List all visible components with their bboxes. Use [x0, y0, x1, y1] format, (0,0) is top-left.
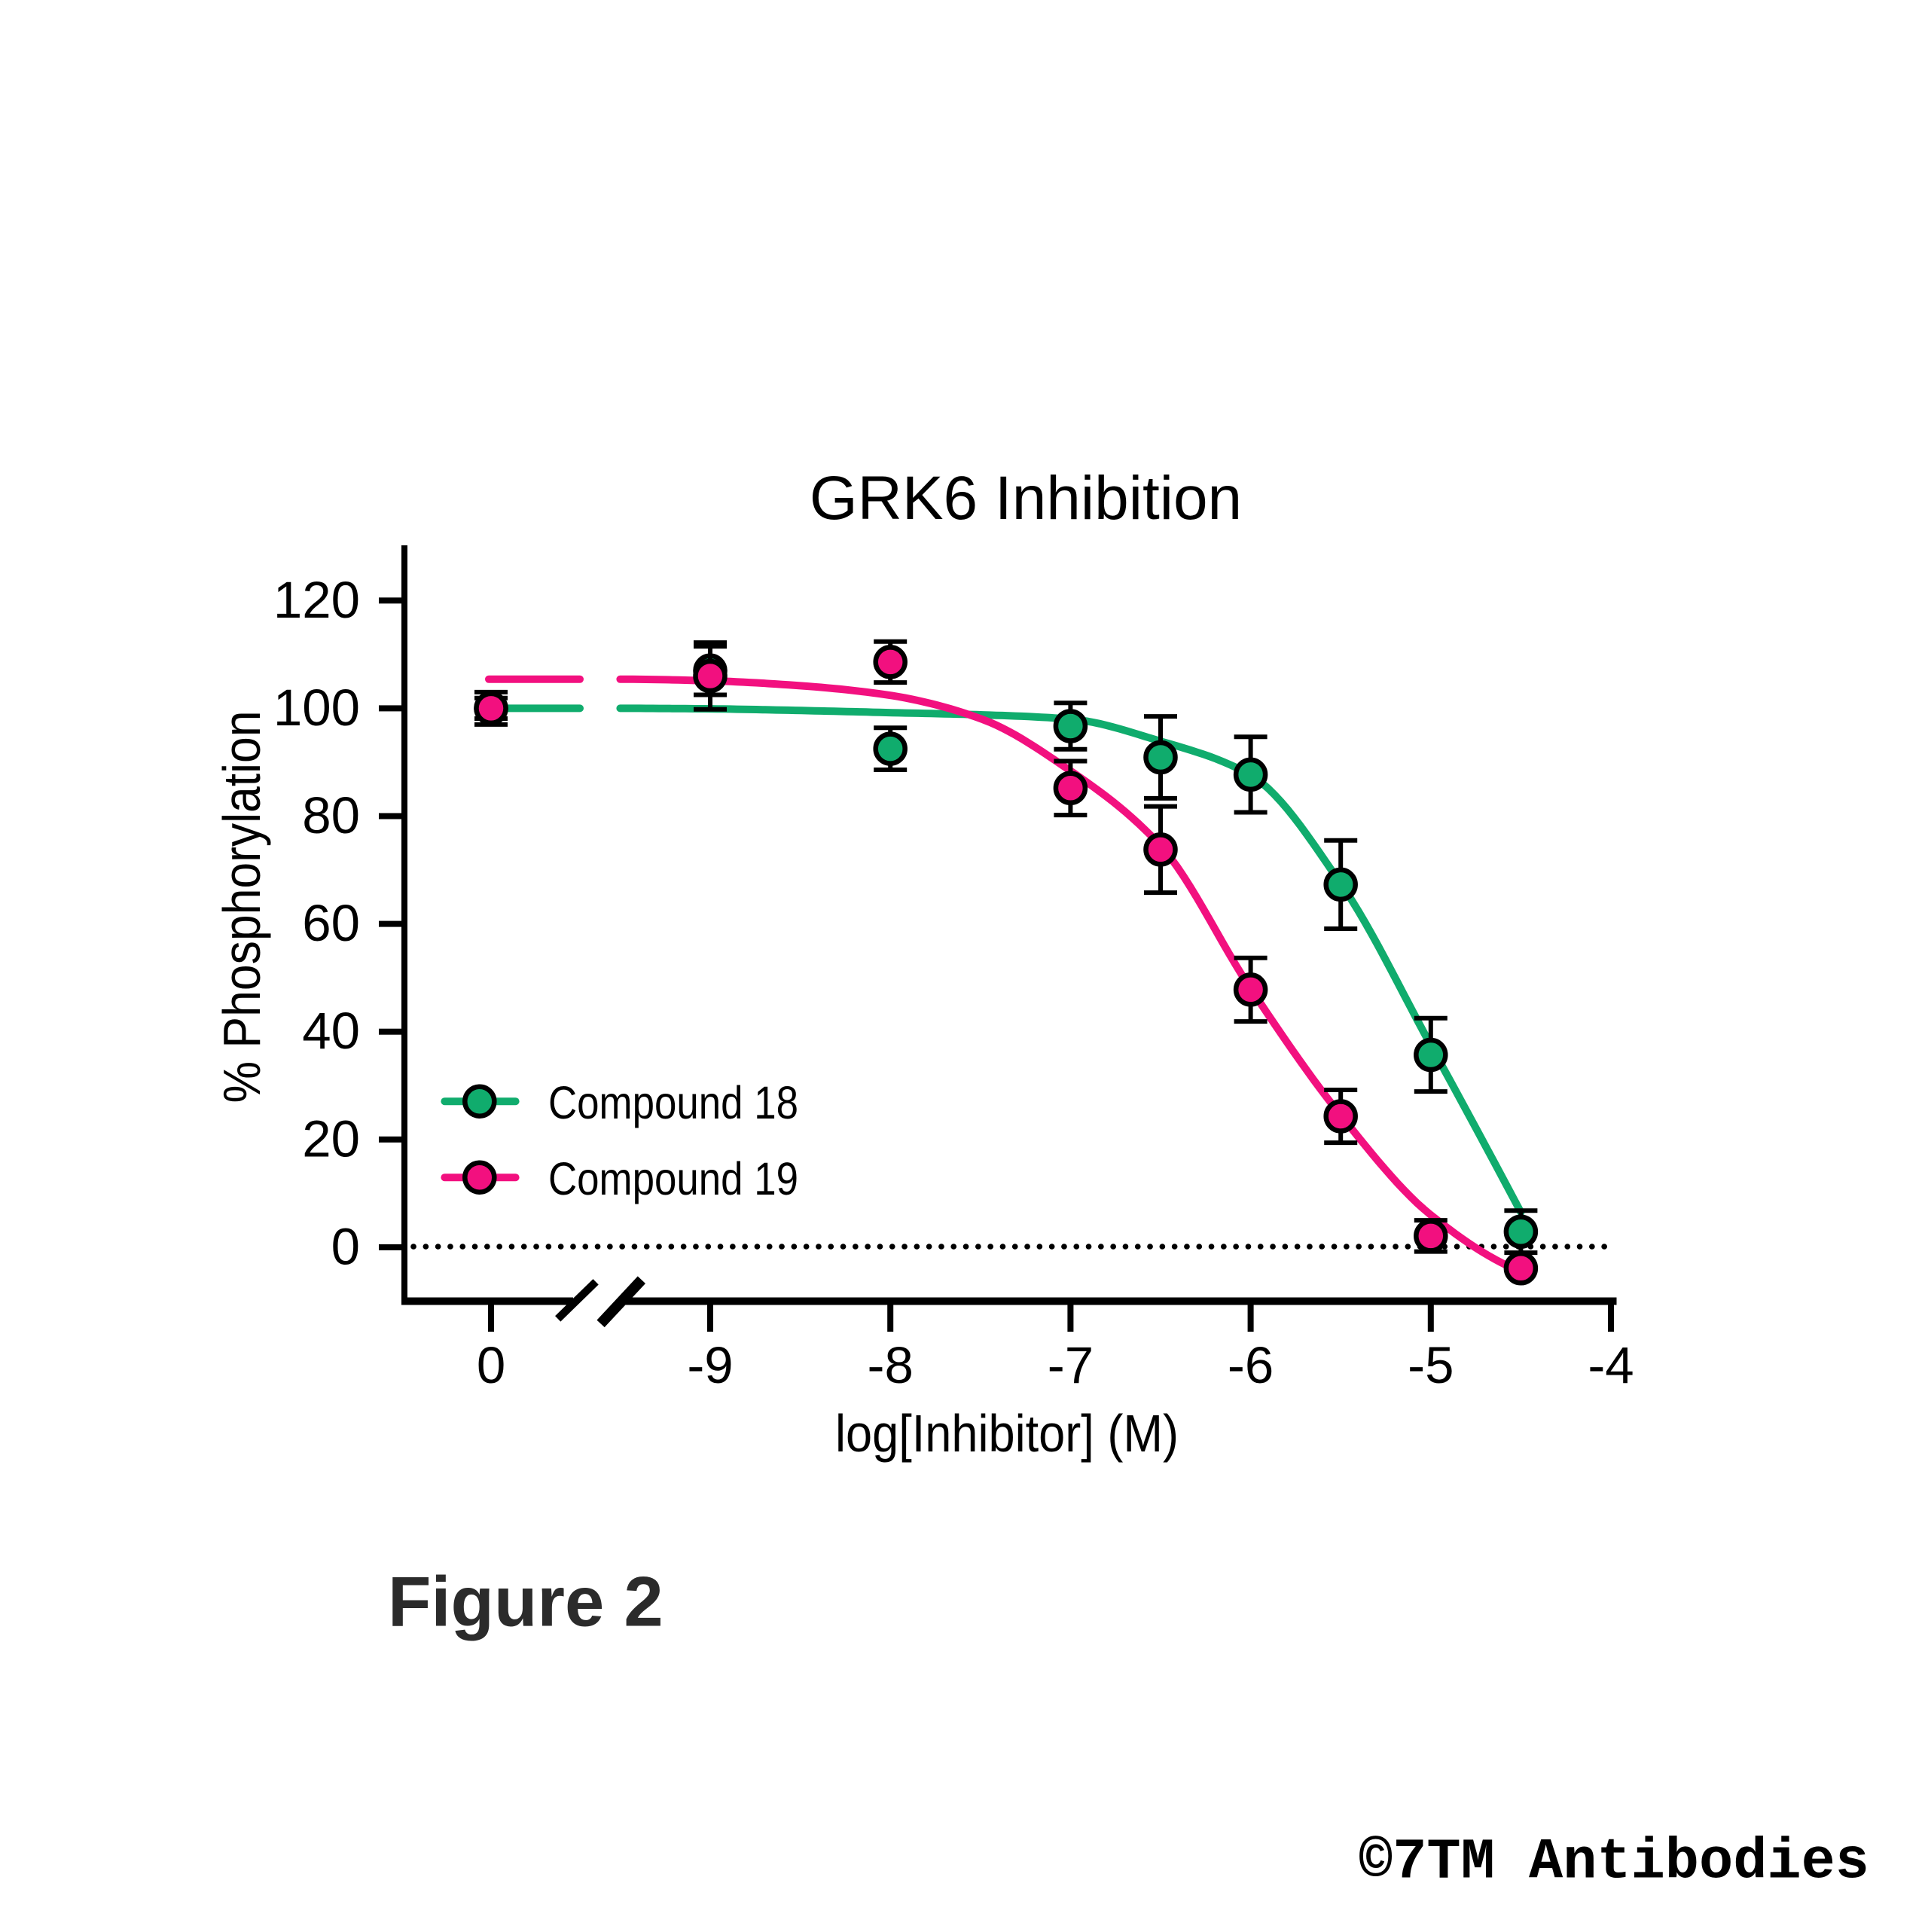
svg-text:60: 60: [302, 894, 360, 952]
svg-text:Figure 2: Figure 2: [388, 1562, 664, 1641]
svg-text:Compound 19: Compound 19: [548, 1153, 798, 1204]
svg-text:-8: -8: [868, 1336, 914, 1394]
svg-text:20: 20: [302, 1109, 360, 1167]
svg-text:-9: -9: [687, 1336, 733, 1394]
svg-text:120: 120: [273, 571, 360, 629]
svg-text:-6: -6: [1228, 1336, 1274, 1394]
svg-text:% Phosphorylation: % Phosphorylation: [212, 711, 271, 1103]
svg-text:©7TM Antibodies: ©7TM Antibodies: [1359, 1830, 1869, 1895]
svg-text:GRK6 Inhibition: GRK6 Inhibition: [810, 464, 1242, 533]
svg-text:-7: -7: [1048, 1336, 1094, 1394]
svg-text:log[Inhibitor] (M): log[Inhibitor] (M): [835, 1404, 1179, 1463]
svg-text:-5: -5: [1408, 1336, 1454, 1394]
svg-text:0: 0: [331, 1217, 360, 1275]
svg-text:80: 80: [302, 786, 360, 844]
svg-text:0: 0: [477, 1336, 505, 1394]
svg-text:Compound 18: Compound 18: [548, 1077, 798, 1128]
svg-text:40: 40: [302, 1002, 360, 1060]
svg-text:-4: -4: [1588, 1336, 1634, 1394]
svg-text:100: 100: [273, 679, 360, 737]
